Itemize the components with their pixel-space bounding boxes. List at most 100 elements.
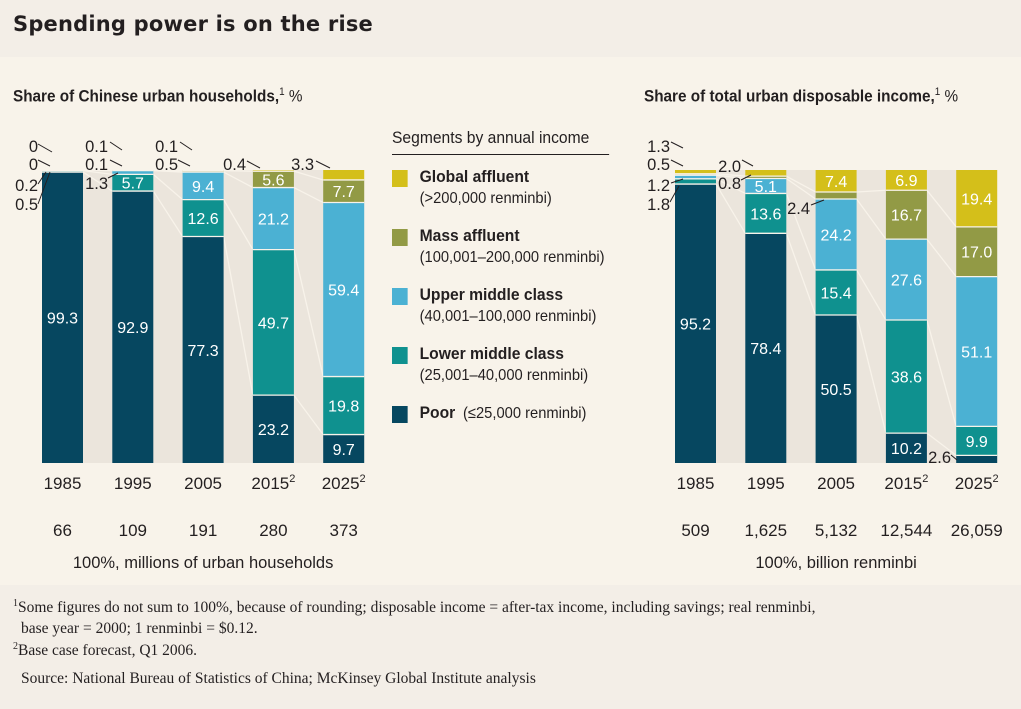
bar-segment-upper-middle (323, 202, 365, 377)
x-tick-label: 20152 (884, 473, 928, 493)
footnote-text: Some figures do not sum to 100%, because… (18, 599, 816, 617)
data-label: 92.9 (117, 320, 148, 337)
page-title: Spending power is on the rise (13, 12, 373, 36)
connector-line (152, 190, 184, 237)
connector-line (926, 432, 957, 456)
legend-item-mass-affluent: Mass affluent (100,001–200,000 renminbi) (392, 226, 609, 267)
connector-line (82, 169, 113, 176)
bar-segment-upper-middle (885, 239, 927, 321)
legend-item-poor: Poor (≤25,000 renminbi) (392, 403, 609, 423)
connector-line (785, 177, 816, 200)
footnote-ref: 2 (922, 473, 928, 485)
bar-segment-mass-affluent (675, 173, 716, 176)
data-label: 23.2 (258, 422, 289, 439)
legend-swatch (392, 170, 408, 187)
footnote-marker: 2 (13, 641, 18, 652)
footnote-marker: 1 (13, 598, 18, 609)
bar-segment-upper-middle (675, 175, 716, 179)
bar-segment-global-affluent (956, 170, 998, 227)
footnote-2: 2Base case forecast, Q1 2006. (13, 641, 197, 660)
x-tick-label: 1995 (747, 474, 785, 493)
source-note: Source: National Bureau of Statistics of… (21, 670, 536, 687)
outside-data-label: 1.8 (647, 196, 670, 214)
leader-line (179, 141, 193, 151)
leader-line (669, 185, 680, 203)
connector-line (293, 186, 324, 204)
footnote-ref: 2 (289, 473, 295, 485)
data-label: 12.6 (188, 211, 219, 228)
connector-line (293, 249, 324, 377)
legend-name: Poor (419, 403, 456, 422)
bar-segment-global-affluent (885, 170, 927, 191)
bar-segment-poor (252, 395, 294, 463)
connector-line (715, 178, 746, 195)
x-tick-label: 1985 (44, 474, 82, 493)
leader-line (246, 160, 261, 169)
outside-data-label: 0.1 (155, 138, 178, 156)
data-label: 49.7 (258, 315, 289, 332)
total-label: 26,059 (951, 521, 1003, 540)
unit-label: % (944, 86, 959, 106)
connector-line (222, 236, 254, 396)
legend-range: (100,001–200,000 renminbi) (419, 249, 605, 266)
bar-segment-mass-affluent (745, 176, 787, 179)
x-tick-label: 2005 (184, 474, 222, 493)
bar-segment-poor (675, 184, 716, 463)
leader-line (109, 159, 123, 167)
leader-line (741, 159, 754, 167)
data-label: 5.1 (755, 179, 777, 196)
bar-segment-global-affluent (675, 170, 716, 174)
footnote-ref: 2 (360, 473, 366, 485)
data-label: 17.0 (961, 245, 992, 262)
outside-data-label: 0.5 (15, 196, 38, 214)
total-label: 109 (119, 521, 147, 540)
connector-line (855, 314, 887, 434)
data-label: 6.9 (895, 173, 917, 190)
leader-line (37, 159, 51, 167)
data-label: 9.7 (333, 442, 355, 459)
connector-line (223, 171, 254, 189)
bar-segment-poor (112, 191, 154, 463)
data-label: 16.7 (891, 208, 922, 225)
leader-line (670, 141, 684, 149)
data-label: 59.4 (328, 283, 359, 300)
data-label: 77.3 (188, 343, 219, 360)
data-label: 50.5 (821, 382, 852, 399)
bar-segment-poor (745, 233, 787, 463)
legend-item-upper-middle: Upper middle class (40,001–100,000 renmi… (392, 285, 609, 326)
bar-segment-poor (323, 434, 365, 463)
bar-segment-poor (885, 433, 927, 463)
leader-line (740, 174, 752, 181)
bar-segment-global-affluent (815, 170, 857, 192)
bar-segment-mass-affluent (323, 179, 365, 203)
leader-line (810, 199, 825, 206)
leader-line (107, 172, 119, 179)
legend-item-lower-middle: Lower middle class (25,001–40,000 renmin… (392, 344, 609, 385)
bar-segment-poor (815, 315, 857, 463)
bar-segment-upper-middle (182, 172, 224, 200)
connector-line (223, 169, 253, 172)
bar-segment-lower-middle (675, 178, 716, 185)
connector-line (223, 199, 254, 250)
leader-line (315, 160, 331, 169)
connector-line (785, 233, 817, 316)
total-label: 509 (681, 521, 709, 540)
legend-name: Mass affluent (419, 226, 520, 245)
bar-segment-lower-middle (112, 174, 154, 192)
legend-item-global-affluent: Global affluent (>200,000 renminbi) (392, 167, 609, 208)
x-tick-label: 20252 (322, 473, 366, 493)
legend-swatch (392, 406, 408, 423)
total-label: 280 (259, 521, 287, 540)
bar-segment-upper-middle (956, 276, 998, 427)
data-label: 7.4 (825, 174, 847, 191)
bar-segment-lower-middle (956, 426, 998, 456)
legend-name: Upper middle class (419, 285, 564, 304)
connector-line (715, 183, 746, 234)
bar-segment-lower-middle (42, 170, 83, 173)
footnote-text: Base case forecast, Q1 2006. (18, 642, 198, 660)
footnote-1: 1Some figures do not sum to 100%, becaus… (13, 598, 815, 617)
data-label: 10.2 (891, 441, 922, 458)
data-label: 38.6 (891, 370, 922, 387)
x-tick-label: 20252 (955, 473, 999, 493)
connector-line (293, 394, 324, 435)
